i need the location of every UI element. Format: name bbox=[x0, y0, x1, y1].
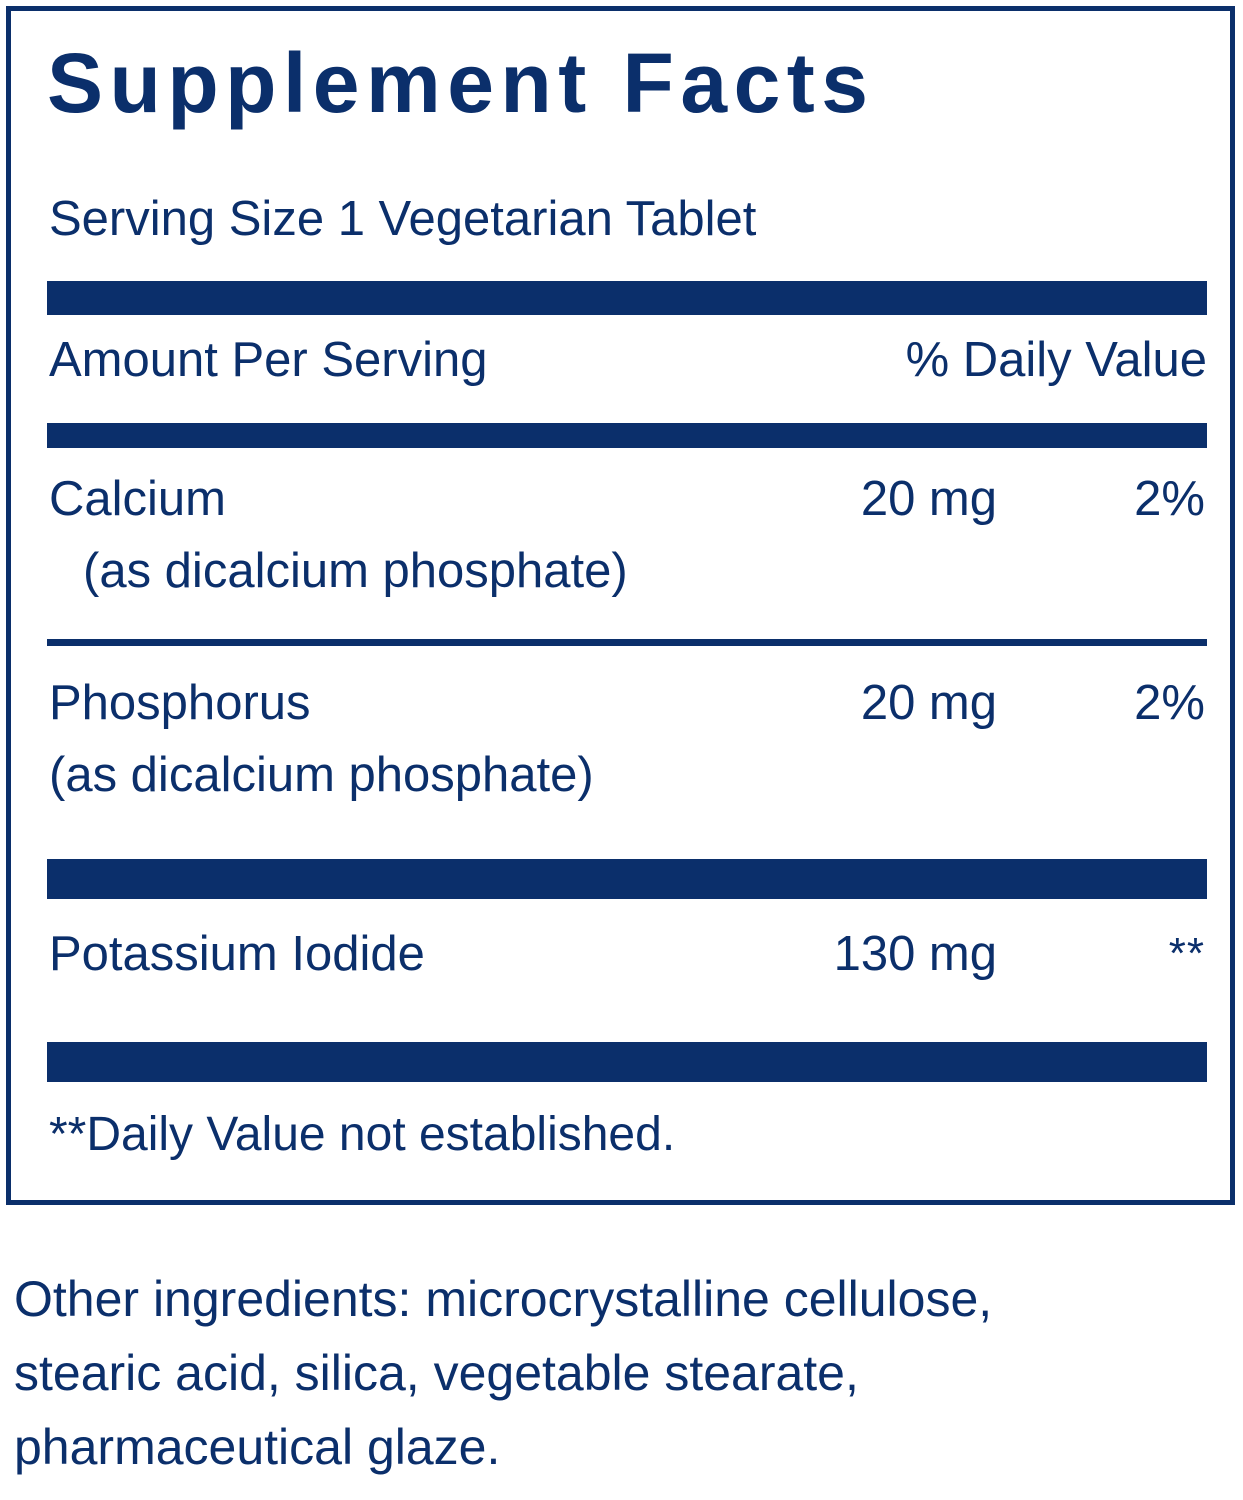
divider-thick-bottom bbox=[47, 1042, 1207, 1082]
nutrient-amount-phosphorus: 20 mg bbox=[860, 676, 997, 730]
divider-thick-top bbox=[47, 281, 1207, 315]
daily-value-footnote: **Daily Value not established. bbox=[49, 1108, 676, 1161]
nutrient-amount-potassium-iodide: 130 mg bbox=[833, 927, 997, 981]
page-title: Supplement Facts bbox=[47, 36, 875, 130]
table-row: Phosphorus 20 mg 2% bbox=[47, 672, 1207, 734]
nutrient-amount-calcium: 20 mg bbox=[860, 472, 997, 526]
nutrient-dv-potassium-iodide: ** bbox=[1168, 929, 1205, 978]
nutrient-source-calcium: (as dicalcium phosphate) bbox=[83, 544, 628, 598]
divider-thick-middle bbox=[47, 859, 1207, 899]
other-ingredients-line-3: pharmaceutical glaze. bbox=[14, 1419, 501, 1475]
daily-value-header: % Daily Value bbox=[905, 333, 1207, 387]
table-row: Calcium 20 mg 2% bbox=[47, 468, 1207, 530]
supplement-facts-box: Supplement Facts Serving Size 1 Vegetari… bbox=[6, 6, 1235, 1205]
nutrient-source-phosphorus: (as dicalcium phosphate) bbox=[49, 748, 594, 802]
divider-hairline bbox=[47, 639, 1207, 646]
nutrient-name-phosphorus: Phosphorus bbox=[49, 676, 311, 730]
other-ingredients-line-2: stearic acid, silica, vegetable stearate… bbox=[14, 1345, 859, 1401]
nutrient-dv-phosphorus: 2% bbox=[1134, 676, 1205, 730]
nutrient-name-potassium-iodide: Potassium Iodide bbox=[49, 927, 425, 981]
amount-per-serving-header: Amount Per Serving bbox=[49, 333, 488, 387]
other-ingredients-line-1: Other ingredients: microcrystalline cell… bbox=[14, 1271, 993, 1327]
supplement-facts-inner: Supplement Facts Serving Size 1 Vegetari… bbox=[47, 11, 1207, 1200]
table-header-row: Amount Per Serving % Daily Value bbox=[47, 329, 1207, 391]
other-ingredients-block: Other ingredients: microcrystalline cell… bbox=[14, 1262, 1214, 1484]
table-row: Potassium Iodide 130 mg ** bbox=[47, 923, 1207, 985]
serving-size-text: Serving Size 1 Vegetarian Tablet bbox=[49, 192, 757, 246]
nutrient-dv-calcium: 2% bbox=[1134, 472, 1205, 526]
divider-below-header bbox=[47, 423, 1207, 448]
nutrient-name-calcium: Calcium bbox=[49, 472, 226, 526]
